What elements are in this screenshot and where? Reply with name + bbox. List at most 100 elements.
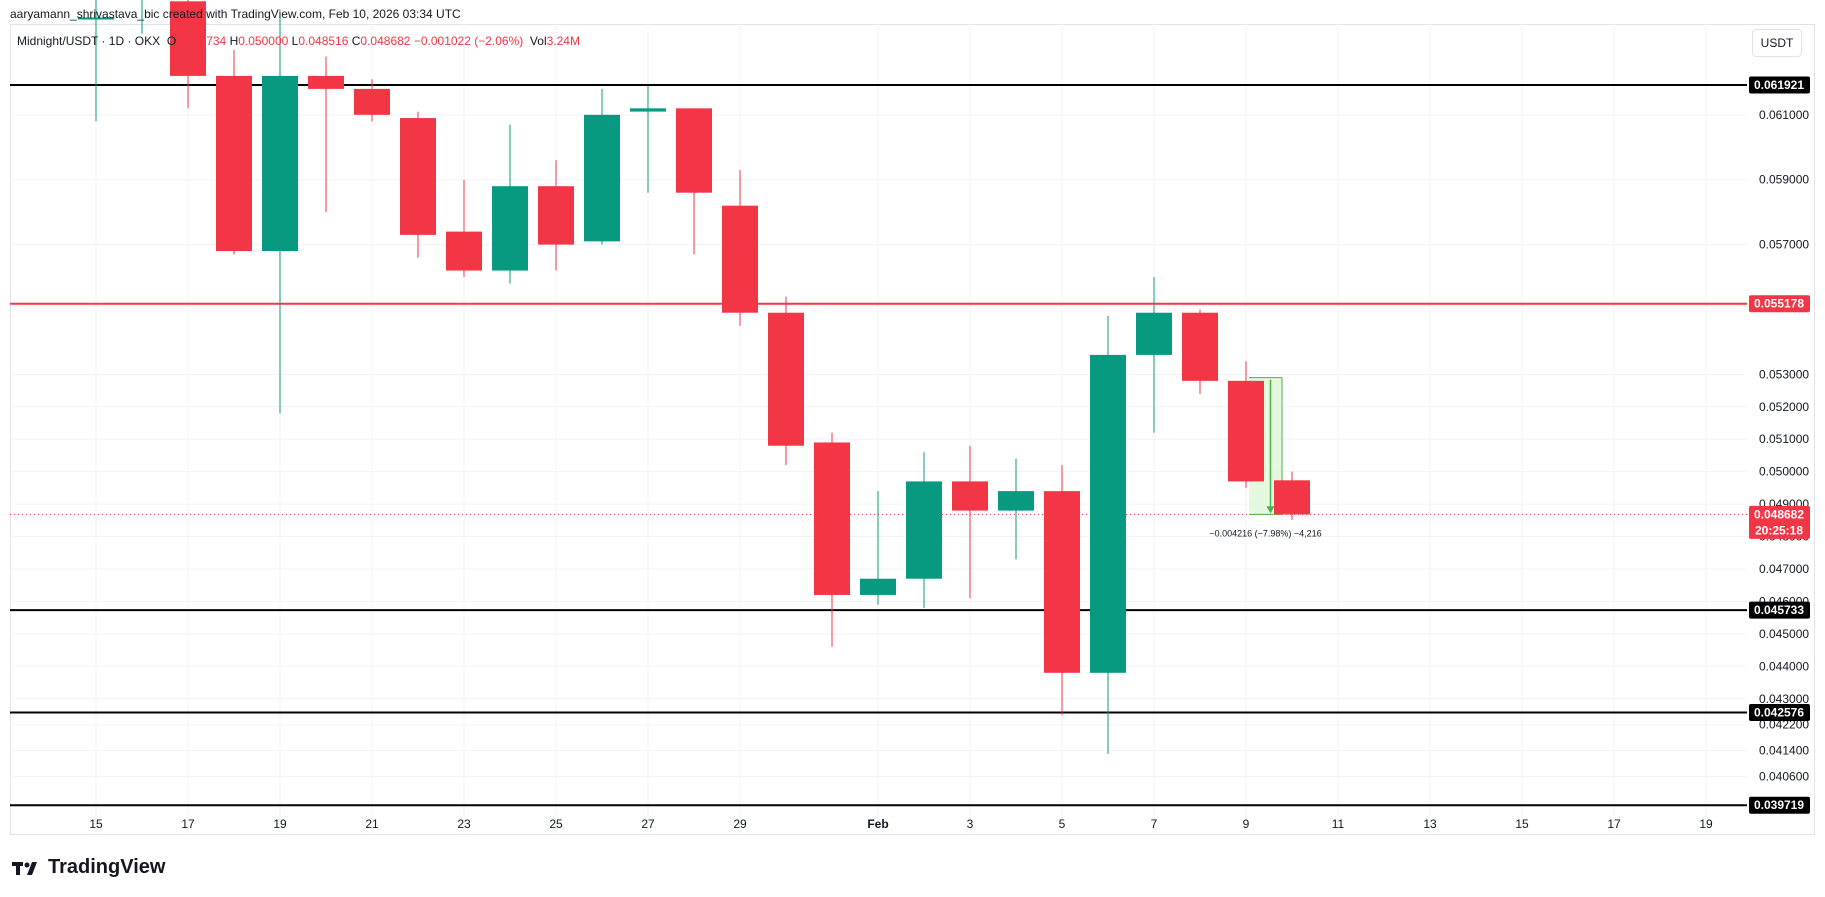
candle (814, 432, 850, 647)
candle (262, 17, 298, 414)
candle (216, 49, 252, 255)
tradingview-logo-icon (12, 861, 37, 875)
time-tick-label: 19 (1699, 817, 1713, 831)
level-price-tag-bg (1749, 704, 1810, 722)
price-tick-label: 0.044000 (1759, 659, 1809, 673)
candle (492, 124, 528, 284)
price-tick-label: 0.053000 (1759, 367, 1809, 381)
candle-body (860, 578, 896, 595)
level-price-tag-bg (1749, 601, 1810, 619)
price-tick-label: 0.047000 (1759, 562, 1809, 576)
candle (538, 160, 574, 271)
current-price-tag-countdown: 20:25:18 (1755, 523, 1803, 537)
candle-body (1044, 491, 1080, 673)
price-tick-label: 0.041400 (1759, 744, 1809, 758)
time-tick-label: 13 (1423, 817, 1437, 831)
time-tick-label: 7 (1151, 817, 1158, 831)
candle (78, 0, 114, 122)
candle (308, 56, 344, 213)
candle-body (676, 108, 712, 193)
close-value: 0.048682 (360, 34, 411, 48)
price-axis[interactable]: 0.061000 0.059000 0.057000 0.053000 0.052000… (1759, 108, 1809, 784)
candle (354, 79, 390, 122)
candle-body (170, 1, 206, 76)
candle-body (906, 481, 942, 579)
brand[interactable]: TradingView (12, 856, 165, 879)
time-tick-label: 9 (1243, 817, 1250, 831)
time-tick-label: 5 (1059, 817, 1066, 831)
currency-button[interactable]: USDT (1752, 29, 1802, 57)
candle (1182, 309, 1218, 394)
price-tick-label: 0.050000 (1759, 465, 1809, 479)
candle-body (308, 75, 344, 89)
open-value: 0.049734 (176, 34, 227, 48)
candle (860, 491, 896, 605)
current-price-tag: 0.048682 (1754, 507, 1804, 521)
price-tick-label: 0.052000 (1759, 400, 1809, 414)
candle (722, 169, 758, 326)
candle (906, 452, 942, 608)
candle (446, 179, 482, 278)
candle (676, 108, 712, 255)
time-tick-label: Feb (867, 817, 888, 831)
candle-body (814, 442, 850, 595)
price-tick-label: 0.051000 (1759, 432, 1809, 446)
current-price-tag-bg (1749, 505, 1810, 539)
price-tick-label: 0.043000 (1759, 692, 1809, 706)
volume-value: 3.24M (546, 34, 580, 48)
candle (400, 111, 436, 258)
candle-body (492, 186, 528, 271)
candle-body (262, 75, 298, 252)
high-value: 0.050000 (238, 34, 289, 48)
horizontal-lines (10, 83, 1747, 807)
chart-frame (10, 24, 1815, 835)
candle-body (952, 481, 988, 511)
price-tick-label: 0.045000 (1759, 627, 1809, 641)
level-price-tag: 0.039719 (1754, 798, 1804, 812)
candle-body (1090, 354, 1126, 673)
candles (78, 0, 1310, 754)
time-axis[interactable]: 15 17 19 21 23 25 27 29 Feb 3 5 7 9 11 13 15 17 19 (89, 817, 1713, 831)
candle-body (768, 312, 804, 446)
candle (768, 296, 804, 466)
candle (141, 0, 143, 34)
close-label: C (351, 34, 361, 48)
symbol-name[interactable]: Midnight/USDT · 1D · OKX (17, 34, 161, 48)
time-tick-label: 3 (967, 817, 974, 831)
author-line: aaryamann_shrivastava_bic created with T… (10, 7, 461, 21)
candle (1228, 361, 1264, 488)
candle (1090, 315, 1126, 754)
candle-body (998, 491, 1034, 511)
candle-body (584, 114, 620, 242)
time-tick-label: 29 (733, 817, 747, 831)
level-price-tag-bg (1749, 76, 1810, 94)
candle-body (630, 108, 666, 112)
level-price-tag: 0.061921 (1754, 78, 1804, 92)
candle (1136, 277, 1172, 433)
level-price-tag: 0.042576 (1754, 706, 1804, 720)
candle-body (400, 118, 436, 235)
volume-label: Vol (529, 34, 547, 48)
level-price-tag-bg (1749, 295, 1810, 313)
candle (952, 445, 988, 599)
time-tick-label: 19 (273, 817, 287, 831)
time-tick-label: 25 (549, 817, 563, 831)
candle (630, 85, 666, 193)
candle-body (1182, 312, 1218, 381)
price-tick-label: 0.061000 (1759, 108, 1809, 122)
change-value: −0.001022 (−2.06%) (413, 34, 524, 48)
candle (998, 458, 1034, 560)
candle-body (446, 231, 482, 271)
symbol-legend: Midnight/USDT · 1D · OKX O0.049734 H0.05… (17, 34, 580, 48)
candle-body (354, 88, 390, 115)
measure-label: −0.004216 (−7.98%) −4,216 (1209, 528, 1321, 538)
time-tick-label: 17 (181, 817, 195, 831)
price-tick-label: 0.059000 (1759, 173, 1809, 187)
time-tick-label: 17 (1607, 817, 1621, 831)
brand-name: TradingView (48, 856, 166, 878)
measure-arrow-icon (1266, 506, 1275, 514)
time-tick-label: 15 (1515, 817, 1529, 831)
time-tick-label: 23 (457, 817, 471, 831)
price-tags: 0.061921 0.055178 0.045733 0.042576 0.039719… (1749, 76, 1810, 814)
